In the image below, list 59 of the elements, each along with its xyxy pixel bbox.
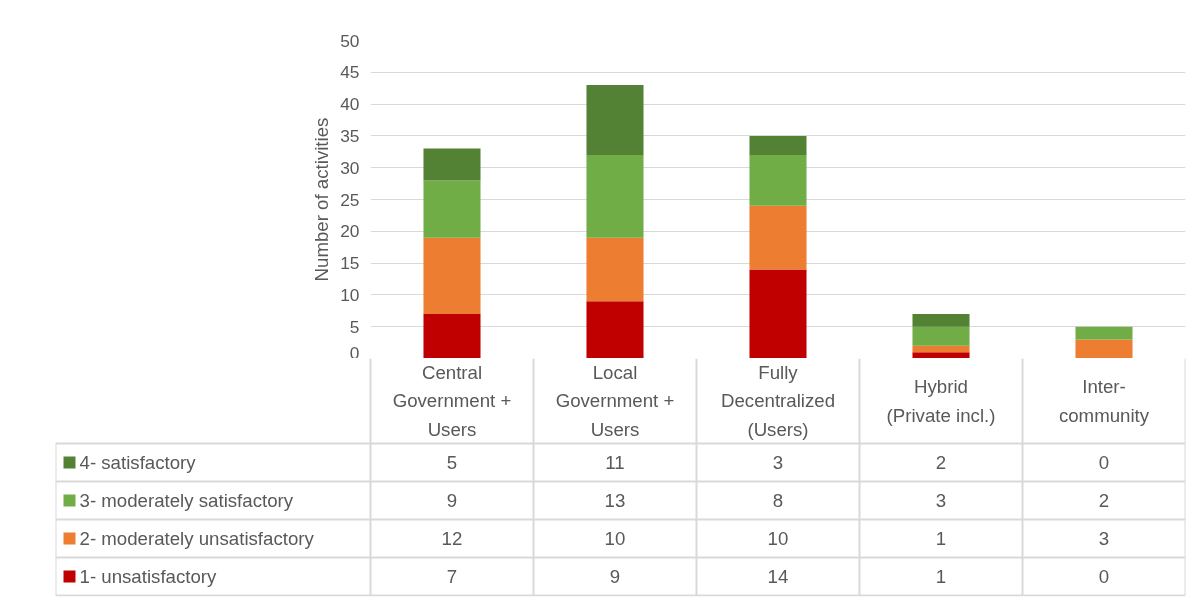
bar <box>1075 339 1133 358</box>
data-label: 12 <box>441 528 463 549</box>
x-tick-label: Inter- community <box>1058 376 1150 426</box>
x-tick-label: Central Government + Users <box>392 362 512 440</box>
data-label: 0 <box>1098 566 1110 587</box>
bar <box>749 269 807 358</box>
bar <box>586 154 644 238</box>
y-tick-label: 5 <box>349 316 360 337</box>
data-label: 9 <box>609 566 621 587</box>
x-tick-label: Local Government + Users <box>555 362 675 440</box>
data-label: 5 <box>446 452 458 473</box>
bar <box>586 301 644 358</box>
data-label: 13 <box>604 490 626 511</box>
data-label: 11 <box>605 452 625 473</box>
data-label: 14 <box>767 566 789 587</box>
data-label: 1 <box>935 566 947 587</box>
bar <box>423 313 481 358</box>
y-tick-label: 20 <box>340 221 360 242</box>
data-label: 3 <box>772 452 784 473</box>
bar <box>423 237 481 314</box>
bar <box>749 135 807 155</box>
y-tick-label: 50 <box>340 30 360 51</box>
y-tick-label: 10 <box>340 284 360 305</box>
data-label: 0 <box>1098 452 1110 473</box>
bar <box>912 345 970 353</box>
data-label: 7 <box>446 566 458 587</box>
bar <box>586 85 644 155</box>
data-label: 10 <box>604 528 626 549</box>
data-label: 2 <box>1098 490 1110 511</box>
bar <box>749 205 807 270</box>
legend-label: 1- unsatisfactory <box>79 566 218 587</box>
legend-label: 4- satisfactory <box>79 452 197 473</box>
y-tick-label: 40 <box>340 94 360 115</box>
bar <box>912 326 970 346</box>
data-label: 10 <box>767 528 789 549</box>
y-tick-label: 0 <box>349 342 360 363</box>
data-label: 3 <box>935 490 947 511</box>
legend-label: 3- moderately satisfactory <box>79 490 294 511</box>
bar <box>912 352 970 358</box>
data-label: 1 <box>935 528 947 549</box>
x-tick-label: Fully Decentralized (Users) <box>720 362 836 440</box>
data-label: 2 <box>935 452 947 473</box>
bar <box>586 237 644 302</box>
y-tick-label: 30 <box>340 157 360 178</box>
legend-label: 2- moderately unsatisfactory <box>79 528 315 549</box>
data-label: 3 <box>1098 528 1110 549</box>
bar <box>912 313 970 327</box>
bar <box>1075 326 1133 340</box>
y-tick-label: 15 <box>340 253 360 274</box>
data-label: 9 <box>446 490 458 511</box>
y-tick-label: 25 <box>340 189 360 210</box>
data-label: 8 <box>772 490 784 511</box>
bar <box>423 180 481 238</box>
y-tick-label: 45 <box>340 62 360 83</box>
bar <box>749 154 807 206</box>
bar <box>423 148 481 181</box>
y-axis-title: Number of activities <box>311 117 333 282</box>
y-tick-label: 35 <box>340 125 360 146</box>
x-tick-label: Hybrid (Private incl.) <box>886 376 996 426</box>
